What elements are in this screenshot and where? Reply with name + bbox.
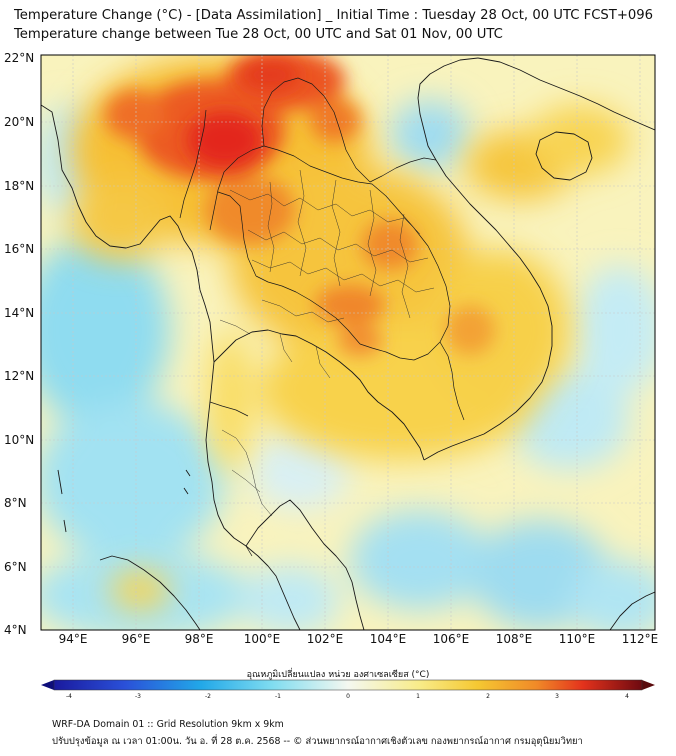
lat-label: 20°N	[4, 115, 35, 129]
lat-label: 16°N	[4, 242, 35, 256]
footer-model-info: WRF-DA Domain 01 :: Grid Resolution 9km …	[52, 719, 284, 730]
colorbar-gradient	[54, 680, 642, 690]
lon-label: 106°E	[432, 632, 470, 646]
colorbar	[41, 679, 655, 691]
colorbar-high-extension	[642, 680, 655, 690]
lat-label: 22°N	[4, 51, 35, 65]
lat-label: 10°N	[4, 433, 35, 447]
colorbar-tick: -3	[135, 693, 141, 700]
colorbar-tick: 0	[346, 693, 350, 700]
lat-label: 14°N	[4, 306, 35, 320]
colorbar-low-extension	[41, 680, 54, 690]
lat-label: 4°N	[4, 623, 27, 637]
colorbar-tick: -1	[275, 693, 281, 700]
lon-label: 102°E	[306, 632, 344, 646]
map-title: Temperature Change (°C) - [Data Assimila…	[14, 8, 654, 23]
lon-label: 104°E	[369, 632, 407, 646]
footer-credit: ปรับปรุงข้อมูล ณ เวลา 01:00น. วัน อ. ที่…	[52, 736, 583, 747]
lat-label: 8°N	[4, 496, 27, 510]
lon-label: 94°E	[58, 632, 88, 646]
colorbar-tick: -4	[66, 693, 72, 700]
colorbar-tick: 4	[625, 693, 629, 700]
lat-label: 6°N	[4, 560, 27, 574]
colorbar-tick: 3	[555, 693, 559, 700]
colorbar-tick: 1	[416, 693, 420, 700]
coastlines	[41, 57, 655, 630]
temperature-field	[41, 55, 655, 630]
colorbar-tick: -2	[205, 693, 211, 700]
lon-label: 112°E	[621, 632, 659, 646]
lon-label: 108°E	[495, 632, 533, 646]
colorbar-tick: 2	[486, 693, 490, 700]
lat-label: 12°N	[4, 369, 35, 383]
country-borders	[179, 77, 465, 557]
lon-label: 110°E	[558, 632, 596, 646]
lat-label: 18°N	[4, 179, 35, 193]
map-subtitle: Temperature change between Tue 28 Oct, 0…	[14, 27, 503, 42]
colorbar-title: อุณหภูมิเปลี่ยนแปลง หน่วย องศาเซลเซียส (…	[246, 670, 430, 680]
map-frame	[40, 54, 656, 631]
province-borders	[219, 169, 435, 517]
lon-label: 96°E	[121, 632, 151, 646]
lon-label: 98°E	[184, 632, 214, 646]
lon-label: 100°E	[243, 632, 281, 646]
